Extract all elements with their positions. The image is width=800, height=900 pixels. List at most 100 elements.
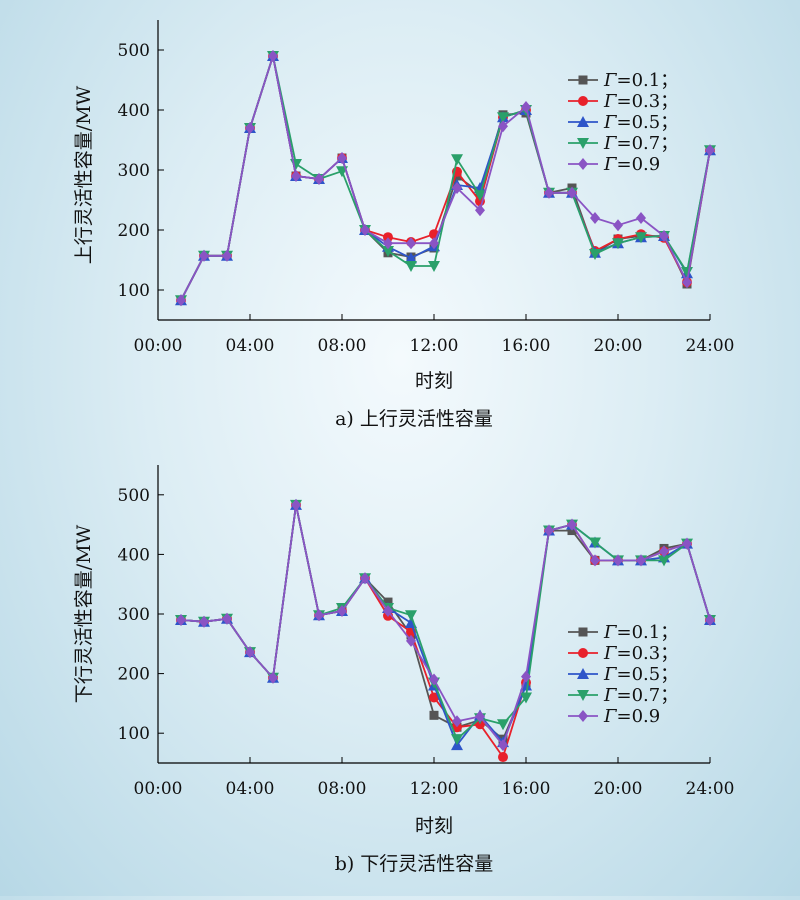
data-point <box>291 498 301 511</box>
data-point <box>337 152 347 164</box>
data-point <box>268 671 278 684</box>
x-axis-label: 时刻 <box>415 815 453 837</box>
data-point <box>429 692 439 703</box>
data-point <box>314 609 324 622</box>
legend-label: Γ=0.5； <box>603 112 678 133</box>
data-point <box>498 739 508 752</box>
data-point <box>613 554 623 567</box>
x-tick-label: 24:00 <box>686 779 735 799</box>
legend-marker <box>578 648 588 658</box>
legend-label: Γ=0.9 <box>603 154 660 175</box>
data-point <box>428 261 440 272</box>
data-point <box>590 554 600 567</box>
x-tick-label: 04:00 <box>226 336 275 356</box>
data-point <box>451 734 463 746</box>
data-point <box>176 613 186 626</box>
legend-marker <box>578 75 588 85</box>
data-point <box>705 144 715 157</box>
data-point <box>199 249 209 262</box>
legend-marker <box>577 138 589 149</box>
legend-marker <box>577 668 589 679</box>
data-point <box>222 612 232 625</box>
x-tick-label: 04:00 <box>226 779 275 799</box>
legend-label: Γ=0.9 <box>603 706 660 727</box>
data-point <box>383 605 393 618</box>
series-5 <box>176 498 715 752</box>
data-point <box>521 670 531 683</box>
y-tick-label: 300 <box>118 605 150 625</box>
y-tick-label: 200 <box>118 221 150 241</box>
data-point <box>314 173 324 185</box>
data-point <box>222 249 232 262</box>
x-tick-label: 20:00 <box>594 779 643 799</box>
data-point <box>659 230 669 242</box>
data-point <box>636 212 646 224</box>
x-tick-label: 00:00 <box>134 779 183 799</box>
data-point <box>636 554 646 567</box>
data-point <box>337 605 347 618</box>
data-point <box>520 692 532 704</box>
x-tick-label: 20:00 <box>594 336 643 356</box>
x-tick-label: 08:00 <box>318 336 367 356</box>
legend: Γ=0.1；Γ=0.3；Γ=0.5；Γ=0.7；Γ=0.9 <box>568 622 678 727</box>
x-axis-label: 时刻 <box>415 370 453 392</box>
data-point <box>382 246 394 257</box>
legend-marker <box>578 158 588 170</box>
data-point <box>475 710 485 723</box>
data-point <box>199 615 209 628</box>
data-point <box>429 710 439 720</box>
data-point <box>360 572 370 585</box>
series-5 <box>176 50 715 307</box>
data-point <box>406 634 416 647</box>
legend-marker <box>578 710 588 722</box>
panel-caption: a) 上行灵活性容量 <box>335 408 493 430</box>
data-point <box>245 646 255 659</box>
x-tick-label: 16:00 <box>502 336 551 356</box>
data-point <box>682 276 692 289</box>
data-point <box>544 524 554 537</box>
chart-panel-b: 100 200 300 400 500 00:00 04:00 08:00 12:00 16:00… <box>73 465 735 875</box>
legend-label: Γ=0.3； <box>603 91 678 112</box>
data-point <box>613 219 623 232</box>
y-tick-label: 400 <box>118 545 150 565</box>
data-point <box>658 555 670 567</box>
y-tick-label: 100 <box>118 281 150 301</box>
panel-caption: b) 下行灵活性容量 <box>335 853 494 875</box>
legend-marker <box>578 96 588 106</box>
y-tick-label: 400 <box>118 101 150 121</box>
data-point <box>682 537 692 550</box>
data-point <box>497 719 509 731</box>
x-tick-label: 16:00 <box>502 779 551 799</box>
data-point <box>291 170 301 182</box>
legend-label: Γ=0.7； <box>603 133 678 154</box>
data-point <box>590 212 600 224</box>
data-point <box>290 159 302 170</box>
x-tick-label: 12:00 <box>410 336 459 356</box>
data-point <box>589 249 601 260</box>
data-point <box>406 237 416 250</box>
data-point <box>635 232 647 244</box>
data-point <box>451 154 463 166</box>
y-axis-label: 下行灵活性容量/MW <box>73 524 95 703</box>
legend-marker <box>578 627 588 637</box>
data-point <box>452 715 462 728</box>
legend-label: Γ=0.1； <box>603 622 678 643</box>
legend: Γ=0.1；Γ=0.3；Γ=0.5；Γ=0.7；Γ=0.9 <box>568 70 678 175</box>
x-tick-label: 24:00 <box>686 336 735 356</box>
legend-label: Γ=0.1； <box>603 70 678 91</box>
legend-label: Γ=0.7； <box>603 685 678 706</box>
x-tick-label: 08:00 <box>318 779 367 799</box>
data-point <box>405 261 417 272</box>
y-tick-label: 500 <box>118 486 150 506</box>
data-point <box>612 238 624 250</box>
data-point <box>245 122 255 134</box>
data-point <box>567 186 577 199</box>
chart-panel-a: 100 200 300 400 500 00:00 04:00 08:00 12:00 16:00… <box>73 20 735 430</box>
data-point <box>360 224 370 236</box>
data-point <box>544 186 554 199</box>
data-point <box>429 673 439 686</box>
data-point <box>589 537 601 549</box>
data-point <box>405 252 417 264</box>
